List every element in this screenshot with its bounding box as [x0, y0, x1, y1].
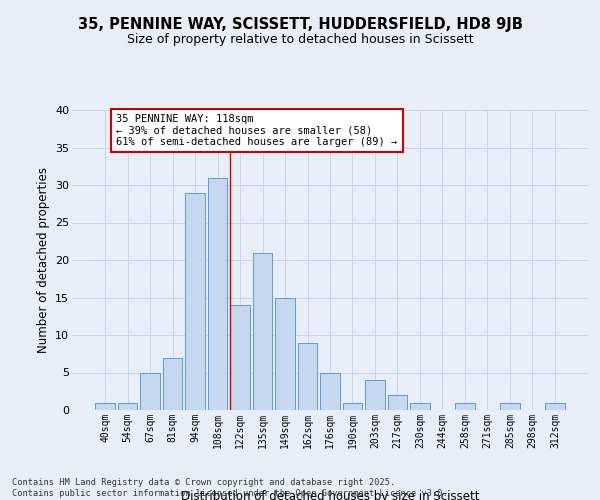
Bar [343, 402, 362, 410]
Bar [500, 402, 520, 410]
Bar [118, 402, 137, 410]
Bar [388, 395, 407, 410]
Bar [163, 358, 182, 410]
Bar [320, 372, 340, 410]
Bar [455, 402, 475, 410]
Bar [95, 402, 115, 410]
Bar [208, 178, 227, 410]
Bar [185, 192, 205, 410]
Text: 35, PENNINE WAY, SCISSETT, HUDDERSFIELD, HD8 9JB: 35, PENNINE WAY, SCISSETT, HUDDERSFIELD,… [77, 18, 523, 32]
Bar [545, 402, 565, 410]
Bar [230, 305, 250, 410]
Text: 35 PENNINE WAY: 118sqm
← 39% of detached houses are smaller (58)
61% of semi-det: 35 PENNINE WAY: 118sqm ← 39% of detached… [116, 114, 398, 147]
Bar [365, 380, 385, 410]
Bar [253, 252, 272, 410]
X-axis label: Distribution of detached houses by size in Scissett: Distribution of detached houses by size … [181, 490, 479, 500]
Text: Size of property relative to detached houses in Scissett: Size of property relative to detached ho… [127, 32, 473, 46]
Bar [140, 372, 160, 410]
Bar [298, 342, 317, 410]
Text: Contains HM Land Registry data © Crown copyright and database right 2025.
Contai: Contains HM Land Registry data © Crown c… [12, 478, 448, 498]
Bar [275, 298, 295, 410]
Y-axis label: Number of detached properties: Number of detached properties [37, 167, 50, 353]
Bar [410, 402, 430, 410]
